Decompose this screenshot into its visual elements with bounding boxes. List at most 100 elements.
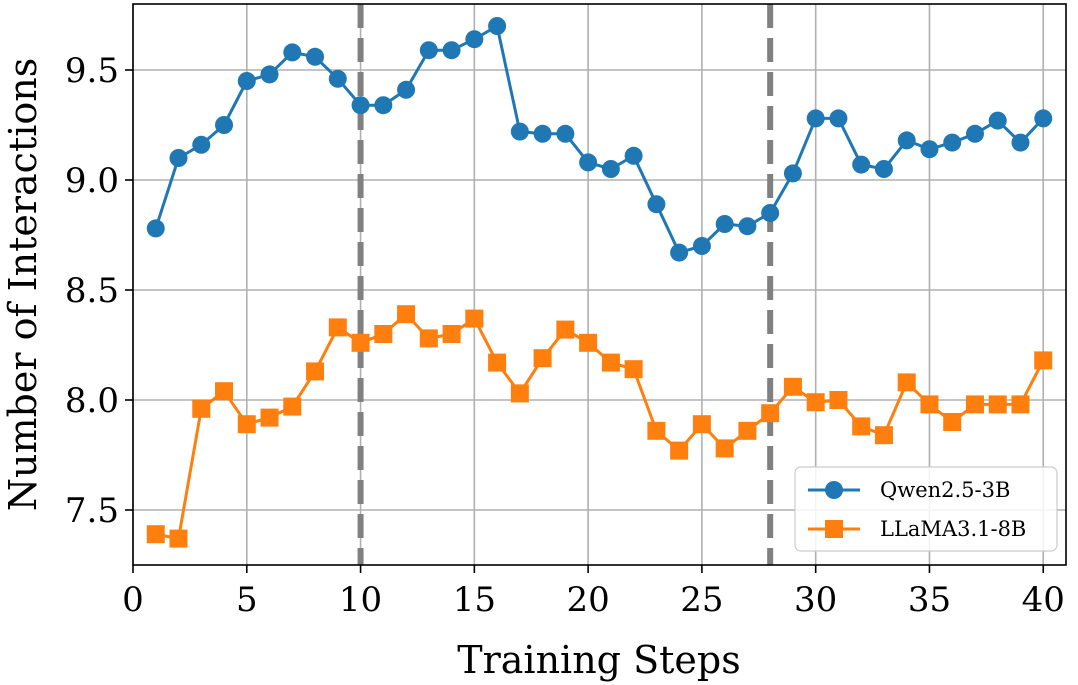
data-point	[783, 377, 802, 396]
data-point	[988, 395, 1007, 414]
data-point	[943, 133, 962, 152]
data-point	[510, 384, 529, 403]
data-point	[988, 111, 1007, 130]
data-point	[624, 360, 643, 379]
data-point	[306, 47, 325, 66]
data-point	[237, 415, 256, 434]
data-point	[806, 109, 825, 128]
data-point	[556, 124, 575, 143]
data-point	[510, 122, 529, 141]
vertical-reference-lines	[357, 4, 774, 565]
data-point	[647, 421, 666, 440]
data-point	[579, 153, 598, 172]
legend-marker-qwen	[825, 481, 843, 499]
data-point	[192, 399, 211, 418]
data-point	[920, 140, 939, 159]
data-point	[442, 41, 461, 60]
y-tick-label: 9.5	[65, 51, 119, 91]
plot-frame	[132, 3, 1067, 566]
legend-box	[794, 466, 1058, 552]
data-point	[670, 441, 689, 460]
legend: Qwen2.5-3B LLaMA3.1-8B	[794, 466, 1058, 552]
data-point	[351, 96, 370, 115]
x-tick-label: 5	[236, 580, 258, 620]
data-point	[829, 391, 848, 409]
data-point	[306, 362, 325, 381]
data-point	[283, 43, 302, 62]
data-point	[1034, 351, 1053, 370]
series-line	[154, 24, 1045, 255]
data-point	[761, 404, 780, 423]
legend-label-qwen: Qwen2.5-3B	[880, 478, 1010, 502]
legend-marker-llama	[825, 520, 843, 538]
data-point	[852, 155, 871, 174]
x-tick-label: 15	[453, 580, 496, 620]
data-point	[738, 421, 757, 440]
data-point	[328, 69, 347, 88]
data-point	[783, 164, 802, 183]
x-tick-label: 20	[566, 580, 609, 620]
axis-ticks: 0 5 10 15 20 25 30 35 40 7.5 8.0 8.5 9.0 9.5	[65, 51, 1065, 620]
data-point	[260, 408, 279, 427]
y-tick-label: 7.5	[65, 491, 119, 531]
series-layer	[146, 17, 1053, 548]
data-point	[829, 109, 848, 128]
x-tick-label: 40	[1022, 580, 1065, 620]
data-point	[442, 325, 461, 343]
data-point	[374, 96, 393, 115]
data-point	[965, 395, 984, 414]
data-point	[897, 131, 916, 150]
data-point	[692, 415, 711, 434]
data-point	[738, 217, 757, 236]
data-point	[601, 160, 620, 178]
data-point	[874, 160, 893, 178]
data-point	[192, 135, 211, 154]
data-point	[647, 195, 666, 214]
data-point	[579, 333, 598, 352]
data-point	[556, 320, 575, 339]
y-tick-label: 8.0	[65, 381, 119, 421]
data-point	[761, 204, 780, 222]
data-point	[488, 17, 507, 35]
data-point	[397, 80, 416, 99]
data-point	[215, 116, 234, 134]
data-point	[715, 215, 734, 233]
data-point	[351, 333, 370, 352]
x-axis-label: Training Steps	[457, 638, 740, 682]
data-point	[715, 439, 734, 458]
series-1	[146, 305, 1053, 548]
data-point	[965, 124, 984, 143]
data-point	[943, 413, 962, 431]
data-point	[397, 305, 416, 324]
y-tick-label: 8.5	[65, 271, 119, 311]
data-point	[488, 353, 507, 372]
data-point	[169, 529, 188, 548]
data-point	[806, 393, 825, 412]
data-point	[283, 397, 302, 416]
data-point	[465, 30, 484, 49]
data-point	[624, 146, 643, 165]
y-tick-label: 9.0	[65, 161, 119, 201]
data-point	[419, 41, 438, 60]
x-tick-label: 35	[908, 580, 951, 620]
data-point	[852, 417, 871, 436]
series-line	[155, 312, 1045, 541]
legend-label-llama: LLaMA3.1-8B	[880, 517, 1026, 541]
data-point	[215, 382, 234, 401]
data-point	[601, 353, 620, 372]
data-point	[374, 325, 393, 343]
data-point	[692, 237, 711, 255]
x-tick-label: 0	[122, 580, 144, 620]
data-point	[169, 149, 188, 167]
x-tick-label: 25	[680, 580, 723, 620]
data-point	[146, 219, 165, 238]
data-point	[670, 243, 689, 262]
data-point	[897, 373, 916, 392]
data-point	[146, 525, 165, 544]
x-tick-label: 30	[794, 580, 837, 620]
y-axis-label: Number of Interactions	[1, 58, 45, 511]
data-point	[1011, 395, 1030, 414]
data-point	[1011, 133, 1030, 152]
data-point	[237, 72, 256, 90]
